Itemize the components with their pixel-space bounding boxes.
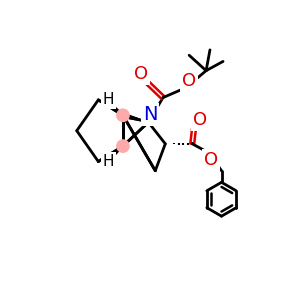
Circle shape [117, 140, 129, 152]
Polygon shape [122, 113, 148, 122]
Polygon shape [122, 113, 148, 122]
Text: O: O [204, 151, 218, 169]
Polygon shape [111, 146, 123, 157]
Text: O: O [182, 72, 196, 90]
Circle shape [117, 109, 129, 122]
Text: O: O [193, 111, 207, 129]
Text: N: N [143, 105, 157, 124]
Text: O: O [134, 65, 148, 83]
Text: H: H [103, 92, 114, 107]
Text: H: H [103, 154, 114, 169]
